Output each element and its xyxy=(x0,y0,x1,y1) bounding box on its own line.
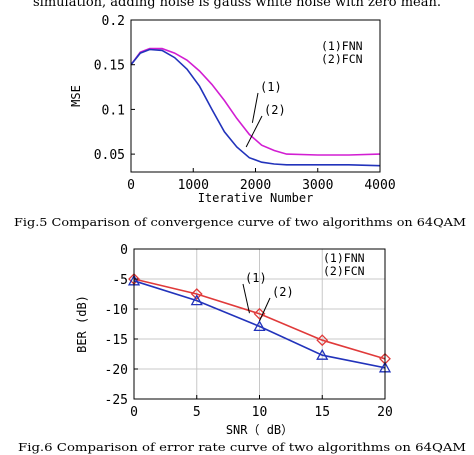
y-tick-label: -25 xyxy=(105,393,128,408)
x-tick-label: 0 xyxy=(127,178,135,193)
series-line-2 xyxy=(130,48,381,167)
x-tick-label: 0 xyxy=(130,405,138,420)
mse-chart: 0 1000 2000 3000 4000 0.05 0.1 0.15 0.2 Iterative… xyxy=(69,14,396,205)
figure-5-caption: Fig.5 Comparison of convergence curve of… xyxy=(14,215,466,229)
legend-entry: (1)FNN xyxy=(323,251,365,265)
y-tick-label: 0.1 xyxy=(102,103,125,118)
y-tick-label: 0.05 xyxy=(94,148,125,163)
data-point-diamond xyxy=(253,307,266,320)
y-tick-label: 0.2 xyxy=(102,14,125,29)
data-point-triangle xyxy=(316,348,329,360)
curve-annotation: (1) xyxy=(245,271,267,285)
annotation-leader xyxy=(242,283,250,314)
legend-entry: (2)FCN xyxy=(321,52,363,66)
x-tick-label: 3000 xyxy=(302,178,333,193)
x-tick-label: 1000 xyxy=(178,178,209,193)
curve-annotation: (2) xyxy=(264,103,286,117)
y-tick-label: -15 xyxy=(105,333,128,348)
curve-annotation: (1) xyxy=(260,80,282,94)
annotation-leader xyxy=(245,115,263,148)
legend-entry: (2)FCN xyxy=(323,264,365,278)
data-point-triangle xyxy=(253,320,266,332)
series-line-2 xyxy=(133,280,386,369)
x-axis-label: Iterative Number xyxy=(198,191,314,205)
x-tick-label: 15 xyxy=(314,405,330,420)
x-tick-label: 10 xyxy=(252,405,268,420)
x-tick-label: 4000 xyxy=(364,178,395,193)
curve-annotation: (2) xyxy=(272,285,294,299)
x-tick-label: 2000 xyxy=(240,178,271,193)
data-point-triangle xyxy=(190,294,203,306)
y-tick-label: -20 xyxy=(105,363,128,378)
x-axis-label: SNR（ dB） xyxy=(226,423,293,437)
y-tick-label: -5 xyxy=(112,273,128,288)
legend-entry: (1)FNN xyxy=(321,39,363,53)
annotation-leader xyxy=(251,92,259,123)
ber-chart: 0 5 10 15 20 0 -5 -10 -15 -20 -25 SNR（ dB） BER (dB) (… xyxy=(75,243,393,437)
y-tick-label: 0 xyxy=(120,243,128,258)
figure-6-caption: Fig.6 Comparison of error rate curve of … xyxy=(18,440,466,454)
y-axis-label: BER (dB) xyxy=(75,295,89,353)
series-line-1 xyxy=(133,278,386,360)
data-point-diamond xyxy=(316,334,329,347)
top-text: simulation, adding noise is gauss white … xyxy=(33,0,441,10)
x-tick-label: 20 xyxy=(377,405,393,420)
series-line-1 xyxy=(130,47,381,156)
y-tick-label: 0.15 xyxy=(94,59,125,74)
y-tick-label: -10 xyxy=(105,303,128,318)
y-axis-label: MSE xyxy=(69,85,83,107)
annotation-leader xyxy=(259,297,271,322)
data-point-diamond xyxy=(190,288,203,300)
x-tick-label: 5 xyxy=(193,405,201,420)
